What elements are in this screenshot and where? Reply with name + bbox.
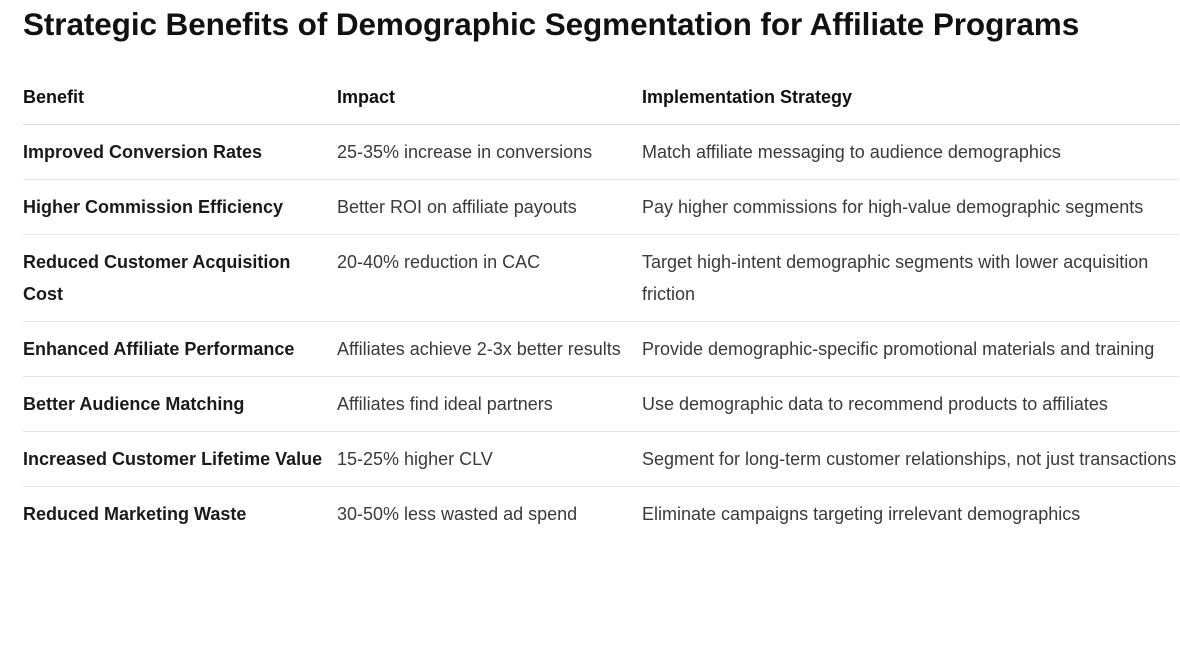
table-header-row: Benefit Impact Implementation Strategy bbox=[23, 69, 1179, 125]
table-row: Reduced Marketing Waste 30-50% less wast… bbox=[23, 487, 1179, 542]
column-header-implementation-strategy: Implementation Strategy bbox=[642, 69, 1179, 125]
impact-cell: Affiliates find ideal partners bbox=[337, 376, 642, 432]
strategy-cell: Pay higher commissions for high-value de… bbox=[642, 179, 1179, 235]
column-header-impact: Impact bbox=[337, 69, 642, 125]
strategy-cell: Eliminate campaigns targeting irrelevant… bbox=[642, 504, 1081, 524]
impact-cell: 25-35% increase in conversions bbox=[337, 124, 642, 180]
table-row: Increased Customer Lifetime Value 15-25%… bbox=[23, 431, 1179, 487]
benefits-table: Benefit Impact Implementation Strategy I… bbox=[23, 69, 1179, 541]
benefit-cell: Reduced Marketing Waste bbox=[23, 504, 247, 524]
benefit-cell: Increased Customer Lifetime Value bbox=[23, 431, 337, 487]
impact-cell: 30-50% less wasted ad spend bbox=[337, 504, 578, 524]
impact-cell: Affiliates achieve 2-3x better results bbox=[337, 321, 642, 377]
table-row: Improved Conversion Rates 25-35% increas… bbox=[23, 124, 1179, 180]
benefit-cell: Enhanced Affiliate Performance bbox=[23, 321, 337, 377]
table-row: Better Audience Matching Affiliates find… bbox=[23, 376, 1179, 432]
strategy-cell: Use demographic data to recommend produc… bbox=[642, 376, 1179, 432]
table-row: Reduced Customer Acquisition Cost 20-40%… bbox=[23, 234, 1179, 322]
table-row: Enhanced Affiliate Performance Affiliate… bbox=[23, 321, 1179, 377]
benefit-cell: Better Audience Matching bbox=[23, 376, 337, 432]
strategy-cell: Match affiliate messaging to audience de… bbox=[642, 124, 1179, 180]
strategy-cell: Provide demographic-specific promotional… bbox=[642, 321, 1179, 377]
benefit-cell: Improved Conversion Rates bbox=[23, 124, 337, 180]
impact-cell: 15-25% higher CLV bbox=[337, 431, 642, 487]
strategy-cell: Target high-intent demographic segments … bbox=[642, 234, 1179, 322]
table-row: Higher Commission Efficiency Better ROI … bbox=[23, 179, 1179, 235]
page-title: Strategic Benefits of Demographic Segmen… bbox=[23, 6, 1080, 42]
benefit-cell: Reduced Customer Acquisition Cost bbox=[23, 234, 337, 322]
column-header-benefit: Benefit bbox=[23, 69, 337, 125]
strategy-cell: Segment for long-term customer relations… bbox=[642, 431, 1179, 487]
impact-cell: Better ROI on affiliate payouts bbox=[337, 179, 642, 235]
benefit-cell: Higher Commission Efficiency bbox=[23, 179, 337, 235]
impact-cell: 20-40% reduction in CAC bbox=[337, 234, 642, 322]
